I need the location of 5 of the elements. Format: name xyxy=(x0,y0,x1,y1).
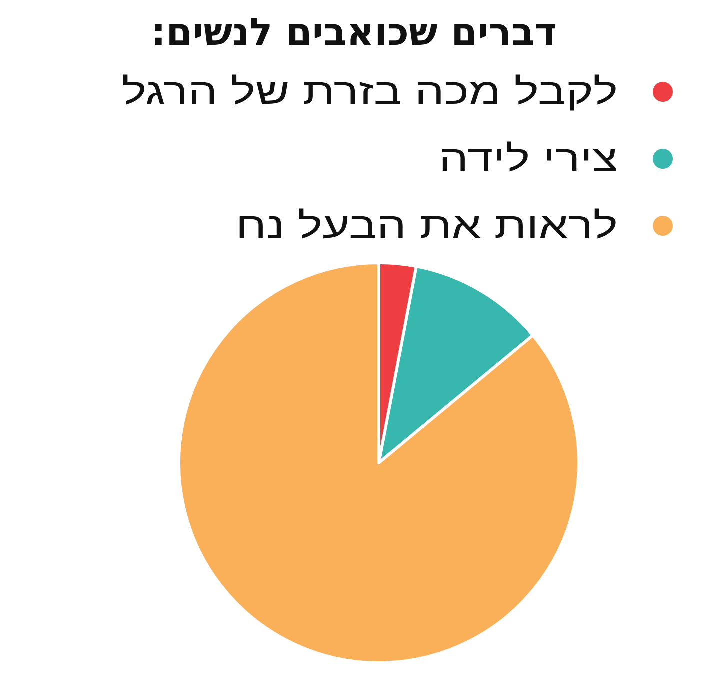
legend-item: לראות את הבעל נח xyxy=(236,205,673,246)
legend-item: לקבל מכה בזרת של הרגל xyxy=(122,71,673,112)
title: דברים שכואבים לנשים: xyxy=(150,10,558,54)
legend-label: צירי לידה xyxy=(439,138,618,179)
legend-item: צירי לידה xyxy=(439,138,673,179)
